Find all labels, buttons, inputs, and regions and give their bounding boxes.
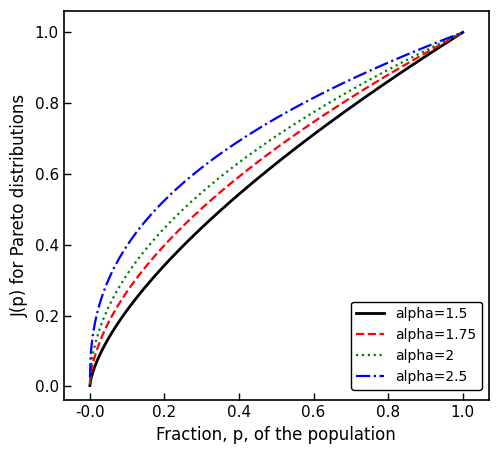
- alpha=2.5: [392, 57, 398, 62]
- alpha=1.5: [309, 133, 315, 139]
- Line: alpha=2: alpha=2: [90, 32, 463, 383]
- alpha=2: [266, 138, 272, 144]
- alpha=1.5: [264, 168, 270, 173]
- Legend: alpha=1.5, alpha=1.75, alpha=2, alpha=2.5: alpha=1.5, alpha=1.75, alpha=2, alpha=2.…: [351, 302, 482, 389]
- alpha=1.5: [87, 383, 93, 388]
- alpha=2: [309, 111, 315, 116]
- alpha=2: [264, 140, 270, 145]
- alpha=1.75: [87, 382, 93, 387]
- alpha=2.5: [266, 120, 272, 125]
- Line: alpha=1.75: alpha=1.75: [90, 32, 463, 384]
- Y-axis label: J(p) for Pareto distributions: J(p) for Pareto distributions: [11, 94, 29, 317]
- alpha=2.5: [264, 121, 270, 126]
- alpha=1.5: [266, 166, 272, 172]
- alpha=2.5: [288, 107, 294, 112]
- alpha=1.75: [288, 134, 294, 140]
- alpha=1.75: [451, 35, 457, 40]
- alpha=2.5: [87, 374, 93, 380]
- alpha=1.75: [266, 151, 272, 156]
- alpha=2.5: [451, 33, 457, 39]
- alpha=1.5: [392, 74, 398, 79]
- alpha=2: [87, 380, 93, 385]
- alpha=2.5: [460, 30, 466, 35]
- alpha=1.75: [309, 121, 315, 126]
- alpha=1.75: [264, 152, 270, 158]
- alpha=2.5: [309, 96, 315, 101]
- Line: alpha=1.5: alpha=1.5: [90, 32, 463, 385]
- alpha=2: [392, 63, 398, 69]
- alpha=2: [460, 30, 466, 35]
- Line: alpha=2.5: alpha=2.5: [90, 32, 463, 377]
- alpha=1.5: [460, 30, 466, 35]
- alpha=1.75: [460, 30, 466, 35]
- alpha=1.75: [392, 68, 398, 73]
- alpha=2: [288, 123, 294, 129]
- alpha=1.5: [451, 35, 457, 41]
- X-axis label: Fraction, p, of the population: Fraction, p, of the population: [156, 426, 396, 444]
- alpha=1.5: [288, 148, 294, 154]
- alpha=2: [451, 34, 457, 40]
